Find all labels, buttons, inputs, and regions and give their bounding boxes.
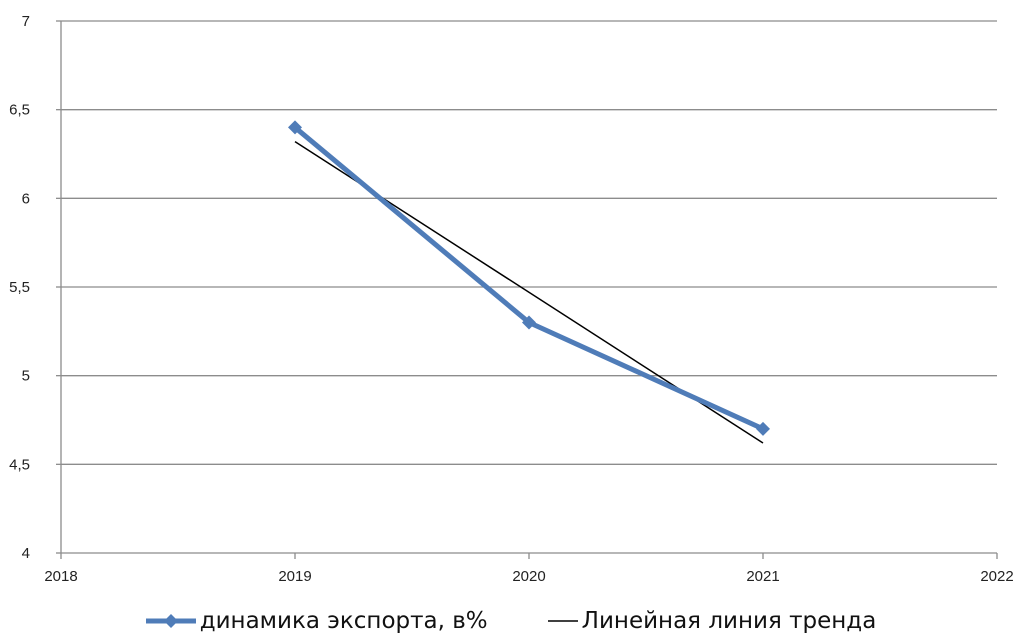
data-point-2021 <box>756 421 770 436</box>
x-tick-label-1: 2019 <box>278 568 311 585</box>
y-tick-label-5: 6,5 <box>9 102 30 119</box>
y-tick-label-4: 6 <box>22 190 30 207</box>
x-tick-label-2: 2020 <box>512 568 545 585</box>
x-tick-label-0: 2018 <box>44 568 77 585</box>
data-point-2019 <box>288 120 302 135</box>
y-tick-label-3: 5,5 <box>9 279 30 296</box>
legend: динамика экспорта, в% Линейная линия тре… <box>0 606 1022 636</box>
series-layer <box>288 120 770 436</box>
y-tick-label-0: 4 <box>22 545 30 562</box>
grid-lines <box>61 20 997 465</box>
data-point-2020 <box>522 315 536 330</box>
x-tick-labels: 2018 2019 2020 2021 2022 <box>44 553 1014 585</box>
series-line-0 <box>293 125 765 432</box>
legend-trendline-line-icon <box>547 620 578 622</box>
legend-item-trendline: Линейная линия тренда <box>547 608 877 634</box>
line-chart: 4 4,5 5 5,5 6 6,5 7 2018 2019 2020 2021 2022 <box>9 13 1014 585</box>
y-tick-label-6: 7 <box>22 13 30 30</box>
y-tick-label-2: 5 <box>22 368 30 385</box>
legend-series-marker-icon <box>145 614 196 628</box>
x-tick-label-4: 2022 <box>980 568 1013 585</box>
legend-trendline-label: Линейная линия тренда <box>581 608 877 634</box>
x-tick-label-3: 2021 <box>746 568 779 585</box>
y-tick-labels: 4 4,5 5 5,5 6 6,5 7 <box>9 13 61 562</box>
legend-series-label: динамика экспорта, в% <box>199 608 488 634</box>
y-tick-label-1: 4,5 <box>9 456 30 473</box>
legend-item-series: динамика экспорта, в% <box>145 608 488 634</box>
